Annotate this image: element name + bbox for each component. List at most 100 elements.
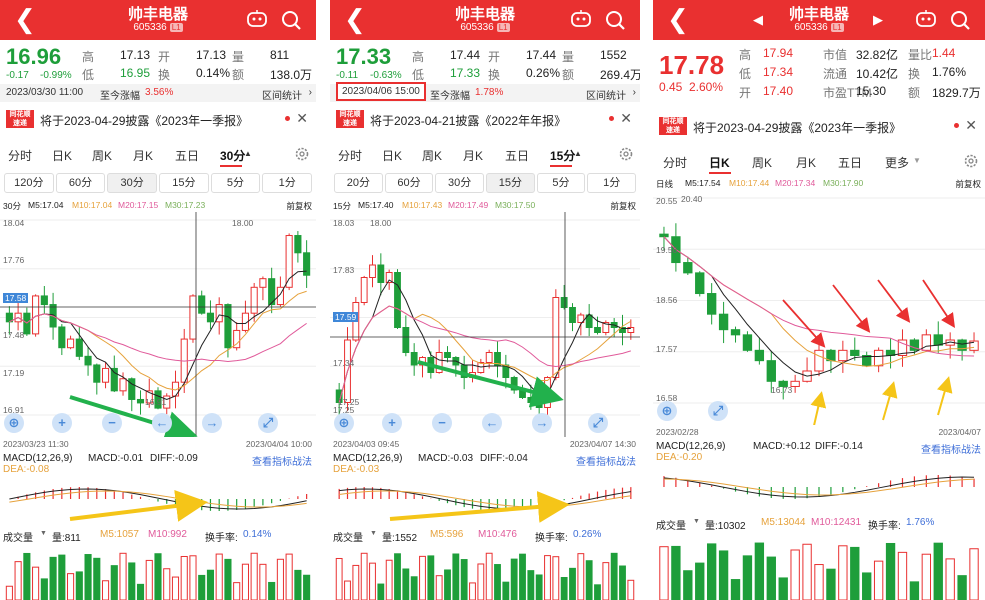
volume-name[interactable]: 成交量 (3, 533, 33, 544)
interval-button-0[interactable]: 120分 (4, 173, 54, 193)
tab-2[interactable]: 周K (422, 149, 443, 163)
interval-button-2[interactable]: 30分 (435, 173, 484, 193)
interval-button-1[interactable]: 60分 (384, 173, 434, 193)
search-icon[interactable] (949, 9, 971, 31)
kline-chart[interactable] (330, 212, 640, 437)
adjust-mode[interactable]: 前复权 (610, 201, 636, 211)
tab-4[interactable]: 五日 (175, 149, 200, 163)
candle-body (577, 314, 585, 323)
candle-body (84, 355, 92, 366)
tab-0[interactable]: 分时 (8, 149, 33, 163)
interval-button-0[interactable]: 20分 (334, 173, 383, 193)
stat-label-vol: 量 (232, 50, 245, 64)
notice-banner[interactable]: 同花顺 速递 将于2023-04-29披露《2023年一季报》 ✕ (653, 114, 985, 138)
range-stats-link[interactable]: 区间统计 (586, 91, 626, 102)
tab-5[interactable]: 30分 (220, 149, 246, 163)
settings-gear-icon[interactable] (294, 146, 310, 162)
interval-button-4[interactable]: 5分 (536, 173, 586, 193)
close-icon[interactable]: ✕ (965, 117, 977, 133)
arrow-left-icon[interactable]: ← (152, 413, 172, 433)
macd-link[interactable]: 查看指标战法 (921, 445, 981, 456)
interval-button-3[interactable]: 15分 (486, 173, 535, 193)
expand-icon[interactable]: ⤢ (708, 401, 728, 421)
next-stock-icon[interactable]: ▶ (873, 12, 883, 27)
tab-1[interactable]: 日K (709, 156, 730, 170)
expand-icon[interactable]: ⤢ (588, 413, 608, 433)
since-value: 3.56% (145, 87, 174, 98)
volume-chart[interactable] (0, 545, 316, 600)
tab-5[interactable]: 15分 (550, 149, 576, 163)
kline-chart[interactable] (653, 190, 985, 425)
volume-name[interactable]: 成交量 (656, 521, 686, 532)
tab-1[interactable]: 日K (52, 149, 73, 163)
kline-chart[interactable] (0, 212, 316, 437)
tab-4[interactable]: 五日 (505, 149, 530, 163)
tab-0[interactable]: 分时 (338, 149, 363, 163)
close-icon[interactable]: ✕ (296, 110, 308, 126)
search-icon[interactable] (604, 9, 626, 31)
robot-assistant-icon[interactable] (915, 9, 937, 28)
back-icon[interactable]: ❮ (14, 4, 36, 34)
tab-2[interactable]: 周K (752, 156, 773, 170)
settings-gear-icon[interactable] (618, 146, 634, 162)
arrow-left-icon[interactable]: ← (482, 413, 502, 433)
zoom-in-icon-2[interactable]: + (52, 413, 72, 433)
adjust-mode[interactable]: 前复权 (955, 179, 981, 189)
chevron-right-icon[interactable]: › (308, 87, 312, 98)
expand-icon[interactable]: ⤢ (258, 413, 278, 433)
tab-3[interactable]: 月K (463, 149, 484, 163)
interval-button-4[interactable]: 5分 (210, 173, 261, 193)
interval-button-5[interactable]: 1分 (262, 173, 312, 193)
candle-body (385, 272, 393, 283)
macd-name[interactable]: MACD(12,26,9) (656, 441, 726, 452)
zoom-in-icon[interactable]: ⊕ (657, 401, 677, 421)
range-stats-link[interactable]: 区间统计 (262, 91, 302, 102)
tab-3[interactable]: 月K (796, 156, 817, 170)
tab-4[interactable]: 五日 (838, 156, 863, 170)
interval-button-5[interactable]: 1分 (587, 173, 636, 193)
adjust-mode[interactable]: 前复权 (286, 201, 312, 211)
volume-bar (444, 569, 451, 600)
chevron-right-icon[interactable]: › (632, 87, 636, 98)
tab-0[interactable]: 分时 (663, 156, 688, 170)
tab-2[interactable]: 周K (92, 149, 113, 163)
prev-stock-icon[interactable]: ◀ (753, 12, 763, 27)
interval-button-3[interactable]: 15分 (159, 173, 209, 193)
zoom-out-icon[interactable]: − (102, 413, 122, 433)
volume-name[interactable]: 成交量 (333, 533, 363, 544)
interval-button-1[interactable]: 60分 (55, 173, 106, 193)
zoom-out-icon[interactable]: − (432, 413, 452, 433)
tab-5[interactable]: 更多 (885, 156, 910, 170)
interval-button-2[interactable]: 30分 (107, 173, 157, 193)
settings-gear-icon[interactable] (963, 153, 979, 169)
macd-name[interactable]: MACD(12,26,9) (3, 453, 73, 464)
notice-banner[interactable]: 同花顺 速递 将于2023-04-29披露《2023年一季报》 ✕ (0, 107, 316, 131)
macd-chart[interactable] (330, 475, 640, 523)
search-icon[interactable] (280, 9, 302, 31)
macd-link[interactable]: 查看指标战法 (576, 457, 636, 468)
tab-3[interactable]: 月K (133, 149, 154, 163)
volume-chart[interactable] (653, 533, 985, 600)
back-icon[interactable]: ❮ (667, 4, 689, 34)
robot-assistant-icon[interactable] (246, 9, 268, 28)
arrow-right-icon[interactable]: → (532, 413, 552, 433)
robot-assistant-icon[interactable] (570, 9, 592, 28)
macd-name[interactable]: MACD(12,26,9) (333, 453, 403, 464)
volume-bar (742, 555, 753, 600)
zoom-in-icon[interactable]: ⊕ (4, 413, 24, 433)
notice-banner[interactable]: 同花顺 速递 将于2023-04-21披露《2022年年报》 ✕ (330, 107, 640, 131)
back-icon[interactable]: ❮ (344, 4, 366, 34)
volume-bar (154, 553, 162, 600)
volume-chart[interactable] (330, 545, 640, 600)
stat-label-turn: 换 (908, 67, 921, 81)
macd-chart[interactable] (0, 475, 316, 523)
app-title: 帅丰电器 (454, 6, 515, 23)
zoom-in-icon[interactable]: ⊕ (334, 413, 354, 433)
volume-bar (241, 563, 249, 600)
macd-link[interactable]: 查看指标战法 (252, 457, 312, 468)
tab-1[interactable]: 日K (382, 149, 403, 163)
arrow-right-icon[interactable]: → (202, 413, 222, 433)
macd-chart[interactable] (653, 463, 985, 511)
zoom-in-icon-2[interactable]: + (382, 413, 402, 433)
close-icon[interactable]: ✕ (620, 110, 632, 126)
